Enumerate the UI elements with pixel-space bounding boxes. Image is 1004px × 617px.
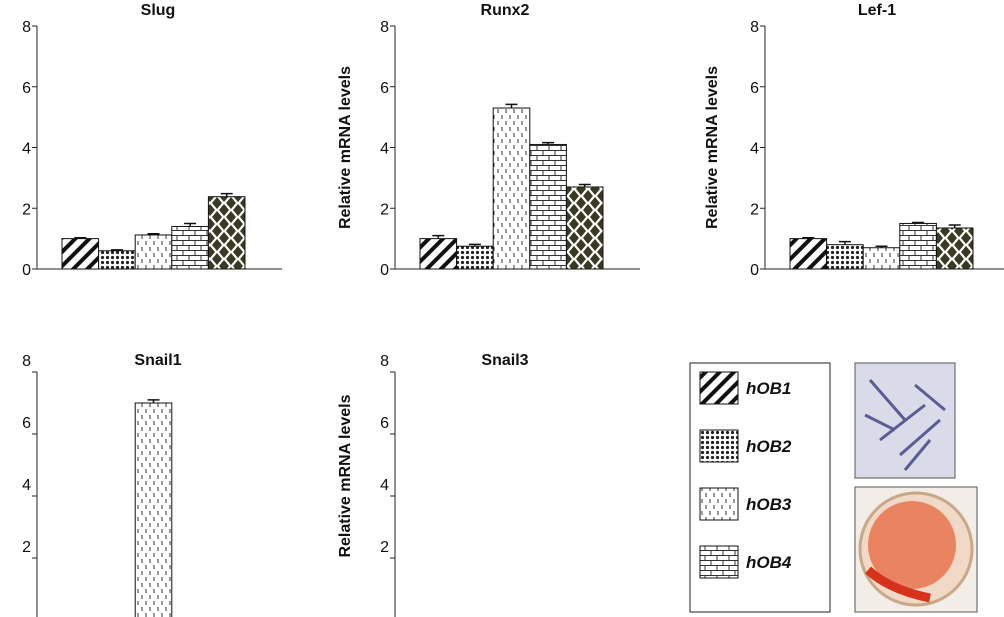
- legend-label: hOB3: [746, 495, 792, 514]
- y-tick-label: 4: [22, 141, 31, 158]
- bar: [863, 248, 900, 269]
- panel: Runx2 Relative mRNA levels 0 2 4 6 8: [337, 2, 640, 279]
- y-tick-label: 8: [380, 353, 389, 370]
- y-tick-label: 8: [22, 19, 31, 36]
- y-axis-label: Relative mRNA levels: [337, 394, 354, 557]
- chart-title: Lef-1: [858, 2, 896, 19]
- y-tick-label: 4: [380, 141, 389, 158]
- legend-label: hOB2: [746, 437, 792, 456]
- micrographs: [855, 363, 977, 612]
- panel: Lef-1 Relative mRNA levels 0 2 4 6 8: [704, 2, 1004, 279]
- y-tick-label: 6: [22, 80, 31, 97]
- y-tick-label: 2: [380, 201, 389, 218]
- chart-title: Snail3: [481, 352, 528, 369]
- panel: Snail3 Relative mRNA levels 2 4 6 8: [337, 352, 529, 617]
- y-tick-label: 6: [380, 415, 389, 432]
- bar: [790, 239, 827, 269]
- legend-label: hOB1: [746, 379, 791, 398]
- y-axis-label: Relative mRNA levels: [704, 66, 721, 229]
- bar: [900, 223, 937, 269]
- bar: [457, 246, 494, 269]
- chart-title: Runx2: [481, 2, 530, 19]
- y-tick-label: 0: [22, 262, 31, 279]
- y-tick-label: 2: [380, 539, 389, 556]
- y-tick-label: 2: [750, 201, 759, 218]
- bar: [172, 226, 209, 269]
- bar: [99, 251, 136, 269]
- y-tick-label: 4: [750, 141, 759, 158]
- bar: [420, 239, 457, 269]
- panel: Snail1 2 4 6 8: [22, 352, 182, 617]
- y-tick-label: 6: [380, 80, 389, 97]
- chart: hOB1 hOB2 hOB3 hOB4 Slug 0 2 4 6 8 Runx2 Relative …: [0, 0, 1004, 617]
- y-tick-label: 6: [22, 415, 31, 432]
- y-tick-label: 4: [380, 477, 389, 494]
- bar: [827, 245, 864, 269]
- chart-title: Slug: [141, 2, 176, 19]
- legend: hOB1 hOB2 hOB3 hOB4: [690, 363, 830, 612]
- bar: [135, 403, 172, 617]
- error-bar: [506, 104, 518, 108]
- legend-swatch: [700, 546, 738, 578]
- y-tick-label: 4: [22, 477, 31, 494]
- y-tick-label: 2: [22, 539, 31, 556]
- y-tick-label: 8: [22, 353, 31, 370]
- legend-swatch: [700, 372, 738, 404]
- bar: [208, 197, 245, 269]
- y-tick-label: 8: [750, 19, 759, 36]
- panel: Slug 0 2 4 6 8: [22, 2, 282, 279]
- legend-swatch: [700, 430, 738, 462]
- legend-swatch: [700, 488, 738, 520]
- y-tick-label: 0: [750, 262, 759, 279]
- y-tick-label: 0: [380, 262, 389, 279]
- y-tick-label: 8: [380, 19, 389, 36]
- bar: [493, 108, 530, 269]
- y-axis-label: Relative mRNA levels: [337, 66, 354, 229]
- bar: [530, 144, 567, 269]
- y-tick-label: 2: [22, 201, 31, 218]
- figure: hOB1 hOB2 hOB3 hOB4 Slug 0 2 4 6 8 Runx2 Relative …: [0, 0, 1004, 617]
- bar: [135, 235, 172, 269]
- bar: [566, 187, 603, 269]
- bar: [62, 239, 99, 269]
- chart-title: Snail1: [134, 352, 181, 369]
- legend-label: hOB4: [746, 553, 792, 572]
- bar: [936, 228, 973, 269]
- y-tick-label: 6: [750, 80, 759, 97]
